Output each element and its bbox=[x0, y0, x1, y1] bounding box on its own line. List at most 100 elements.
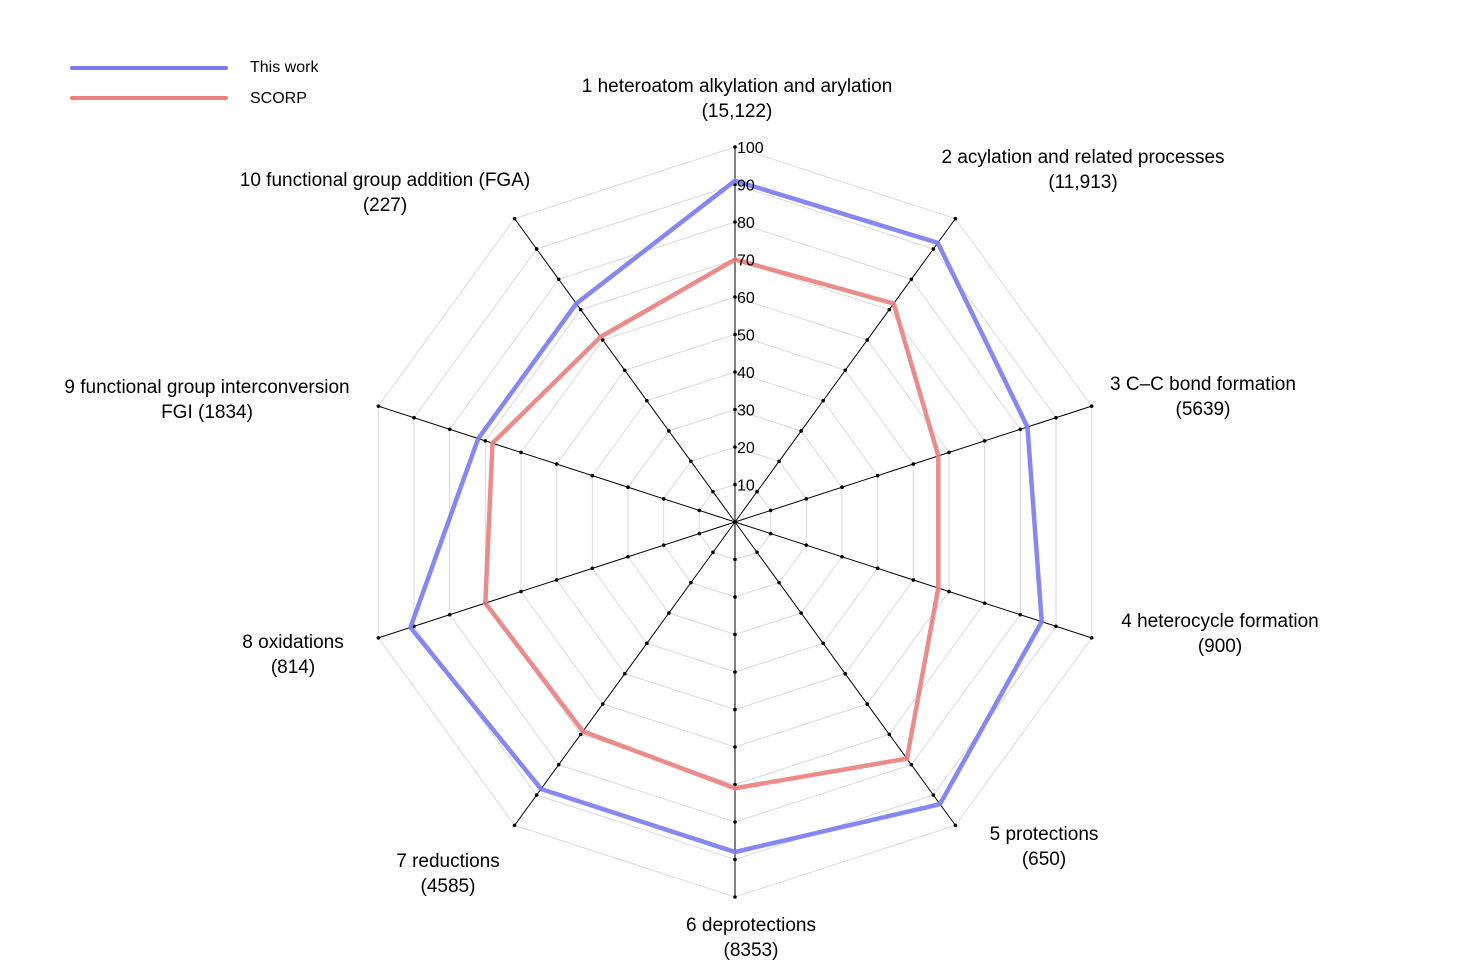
axis-tick-dot bbox=[578, 732, 583, 737]
axis-tick-dot bbox=[534, 793, 539, 797]
radar-category-labels: 1 heteroatom alkylation and arylation (15… bbox=[64, 76, 1318, 961]
axis-tick-dot bbox=[982, 601, 987, 605]
axis-tick-dot bbox=[804, 543, 809, 547]
axis-tick-dot bbox=[931, 793, 936, 797]
axis-tick-dot bbox=[865, 338, 870, 342]
tick-label-10: 10 bbox=[737, 478, 755, 495]
axis-tick-dot bbox=[554, 578, 559, 582]
axis-tick-dot bbox=[711, 489, 715, 494]
category-label-4: 4 heterocycle formation bbox=[1121, 611, 1319, 632]
axis-tick-dot bbox=[875, 473, 880, 478]
axis-tick-dot bbox=[953, 216, 958, 221]
axis-tick-dot bbox=[875, 566, 880, 571]
axis-tick-dot bbox=[590, 566, 595, 571]
axis-tick-dot bbox=[953, 823, 958, 828]
category-label-2: 2 acylation and related processes bbox=[941, 147, 1224, 168]
category-label-3: 3 C–C bond formation bbox=[1110, 374, 1296, 395]
axis-tick-dot bbox=[733, 670, 737, 674]
axis-tick-dot bbox=[777, 459, 781, 464]
axis-tick-dot bbox=[447, 427, 452, 432]
axis-tick-dot bbox=[622, 368, 627, 373]
tick-label-60: 60 bbox=[737, 290, 755, 307]
axis-tick-dot bbox=[733, 407, 737, 412]
axis-tick-dot bbox=[483, 439, 488, 443]
axis-tick-dot bbox=[1018, 612, 1023, 617]
category-count-1: (15,122) bbox=[702, 101, 773, 122]
axis-tick-dot bbox=[909, 277, 914, 282]
axis-tick-dot bbox=[689, 459, 693, 464]
axis-tick-dot bbox=[1089, 404, 1094, 408]
legend: This work SCORP bbox=[70, 59, 319, 107]
axis-tick-dot bbox=[667, 429, 671, 433]
category-count-6: (8353) bbox=[724, 940, 779, 961]
axis-tick-dot bbox=[600, 702, 605, 706]
axis-tick-dot bbox=[733, 820, 737, 824]
tick-label-80: 80 bbox=[737, 215, 755, 232]
axis-tick-dot bbox=[556, 762, 561, 767]
axis-tick-dot bbox=[887, 732, 892, 737]
axis-tick-dot bbox=[840, 554, 844, 559]
axis-tick-dot bbox=[768, 508, 773, 513]
axis-tick-dot bbox=[626, 554, 630, 559]
tick-label-40: 40 bbox=[737, 365, 755, 382]
category-label-7: 7 reductions bbox=[396, 851, 500, 872]
axis-tick-dot bbox=[843, 671, 848, 676]
axis-tick-dot bbox=[768, 531, 773, 536]
axis-tick-dot bbox=[804, 497, 809, 501]
category-count-8: (814) bbox=[271, 657, 315, 678]
axis-tick-dot bbox=[1054, 415, 1058, 420]
axis-tick-dot bbox=[622, 671, 627, 676]
category-count-3: (5639) bbox=[1176, 399, 1231, 420]
axis-tick-dot bbox=[733, 895, 737, 899]
axis-tick-dot bbox=[412, 415, 416, 420]
axis-tick-dot bbox=[733, 632, 737, 637]
axis-tick-dot bbox=[840, 485, 844, 490]
axis-tick-dot bbox=[755, 489, 759, 494]
category-count-2: (11,913) bbox=[1048, 172, 1117, 193]
axis-tick-dot bbox=[733, 595, 737, 599]
axis-tick-dot bbox=[697, 508, 702, 513]
axis-tick-dot bbox=[376, 404, 381, 408]
axis-tick-dot bbox=[909, 762, 914, 767]
axis-tick-dot bbox=[512, 823, 517, 828]
axis-tick-dot bbox=[733, 145, 737, 149]
axis-tick-dot bbox=[645, 398, 649, 403]
category-label-9: 9 functional group interconversion bbox=[64, 377, 349, 398]
axis-tick-dot bbox=[799, 611, 803, 615]
axis-tick-dot bbox=[843, 368, 848, 373]
axis-tick-dot bbox=[931, 247, 936, 251]
axis-tick-dot bbox=[733, 370, 737, 374]
axis-tick-dot bbox=[519, 589, 523, 594]
axis-tick-dot bbox=[626, 485, 630, 490]
axis-tick-dot bbox=[376, 636, 381, 640]
axis-tick-dot bbox=[711, 550, 715, 555]
axis-tick-dot bbox=[733, 332, 737, 337]
axis-tick-dot bbox=[821, 398, 825, 403]
axis-tick-dot bbox=[534, 247, 539, 251]
axis-tick-dot bbox=[911, 578, 916, 582]
radar-series bbox=[407, 178, 1045, 855]
tick-label-70: 70 bbox=[737, 253, 755, 270]
category-label-10: 10 functional group addition (FGA) bbox=[240, 170, 530, 191]
axis-tick-dot bbox=[1018, 427, 1023, 432]
axis-tick-dot bbox=[733, 745, 737, 749]
category-count-7: (4585) bbox=[421, 876, 476, 897]
axis-tick-dot bbox=[982, 439, 987, 443]
axis-tick-dot bbox=[733, 782, 737, 787]
axis-tick-dot bbox=[733, 482, 737, 487]
category-label-1: 1 heteroatom alkylation and arylation bbox=[582, 76, 893, 97]
axis-tick-dot bbox=[578, 307, 583, 312]
axis-tick-dot bbox=[733, 557, 737, 562]
axis-tick-dot bbox=[755, 550, 759, 555]
axis-tick-dot bbox=[733, 857, 737, 862]
axis-tick-dot bbox=[689, 580, 693, 585]
axis-tick-dot bbox=[512, 216, 517, 221]
axis-tick-dot bbox=[1089, 636, 1094, 640]
tick-label-50: 50 bbox=[737, 328, 755, 345]
axis-tick-dot bbox=[667, 611, 671, 615]
category-count-9: FGI (1834) bbox=[161, 402, 253, 423]
tick-label-30: 30 bbox=[737, 403, 755, 420]
axis-tick-dot bbox=[777, 580, 781, 585]
tick-label-20: 20 bbox=[737, 440, 755, 457]
